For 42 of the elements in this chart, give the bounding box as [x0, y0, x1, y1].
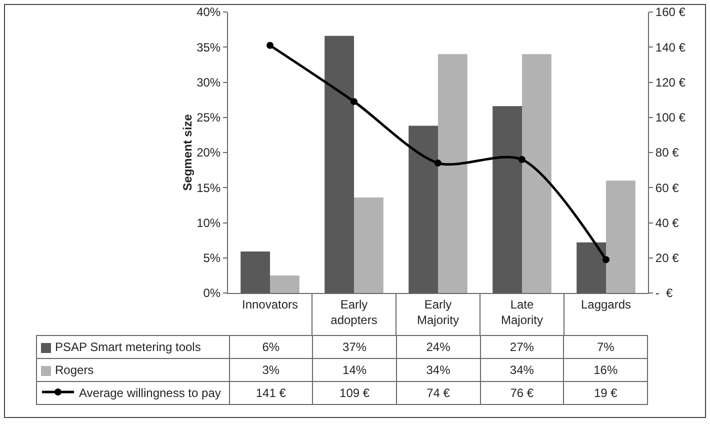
data-label: 16%: [564, 358, 648, 382]
y2-tick-label: 20 €: [655, 251, 680, 266]
data-label: 37%: [312, 336, 396, 358]
y-tick-label: 35%: [196, 40, 221, 54]
y2-tick-label: - €: [655, 286, 674, 300]
y-tick-label: 0%: [203, 286, 221, 300]
y2-tick-label: 80 €: [655, 146, 680, 160]
y-axis-title: Segment size: [180, 114, 195, 191]
legend-label: Average willingness to pay: [36, 382, 230, 404]
y2-tick-label: 40 €: [655, 216, 680, 230]
data-label: 7%: [564, 336, 648, 358]
y2-tick-label: 160 €: [655, 5, 686, 20]
data-label: 109 €: [312, 382, 396, 404]
legend-label: Rogers: [36, 358, 230, 382]
x-tick-label: Early adopters: [330, 297, 378, 327]
x-tick-label: Late Majority: [500, 297, 544, 327]
y-tick-label: 40%: [196, 5, 221, 20]
data-label: 34%: [396, 358, 480, 382]
y2-tick-label: 60 €: [655, 180, 680, 195]
y-tick-label: 20%: [196, 146, 221, 160]
data-label: 14%: [312, 358, 396, 382]
y-tick-label: 15%: [196, 180, 221, 195]
y2-tick-label: 140 €: [655, 40, 686, 54]
x-tick-label: Laggards: [580, 297, 632, 312]
data-label: 27%: [480, 336, 564, 358]
legend-label: PSAP Smart metering tools: [36, 336, 230, 358]
x-tick-label: Early Majority: [416, 297, 460, 327]
data-label: 141 €: [229, 382, 313, 404]
y2-tick-label: 100 €: [655, 110, 686, 125]
data-label: 74 €: [396, 382, 480, 404]
y-tick-label: 10%: [196, 216, 221, 230]
y-tick-label: 5%: [203, 251, 221, 266]
data-label: 24%: [396, 336, 480, 358]
data-label: 76 €: [480, 382, 564, 404]
data-label: 34%: [480, 358, 564, 382]
y-tick-label: 30%: [196, 75, 221, 90]
data-label: 19 €: [564, 382, 648, 404]
x-tick-label: Innovators: [242, 297, 298, 312]
data-label: 3%: [229, 358, 313, 382]
y-tick-label: 25%: [196, 110, 221, 125]
y2-tick-label: 120 €: [655, 75, 686, 90]
data-label: 6%: [229, 336, 313, 358]
